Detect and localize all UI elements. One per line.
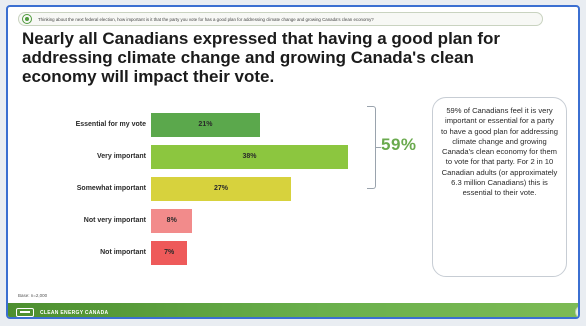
category-label: Not very important [83,217,146,224]
footer-bar: CLEAN ENERGY CANADA [8,303,578,317]
brand-name: CLEAN ENERGY CANADA [40,309,109,316]
brand-logo: CLEAN ENERGY CANADA [16,308,108,317]
brand-logo-icon [16,308,34,317]
slide: Thinking about the next federal election… [6,5,580,319]
bar-value-label: 7% [164,249,175,256]
bar [151,177,291,201]
category-label: Not important [100,249,146,256]
question-banner: Thinking about the next federal election… [18,12,543,26]
category-label: Essential for my vote [75,121,146,128]
summary-percentage: 59% [381,135,417,154]
category-label: Very important [96,153,146,160]
question-icon [22,14,32,24]
bar-value-label: 38% [242,153,257,160]
summary-note: 59% of Canadians feel it is very importa… [432,97,567,277]
category-label: Somewhat important [76,185,146,192]
slide-title: Nearly all Canadians expressed that havi… [22,29,501,86]
footnote: Base: n=2,000 [18,293,48,298]
bar [151,241,188,265]
grouping-bracket [367,106,381,189]
bar-value-label: 8% [166,217,177,224]
bar [151,209,193,233]
bar-value-label: 27% [213,185,228,192]
bar [151,113,260,137]
bar [151,145,348,169]
question-text: Thinking about the next federal election… [38,16,374,22]
bar-value-label: 21% [198,121,213,128]
footer-page-badge [575,305,578,317]
